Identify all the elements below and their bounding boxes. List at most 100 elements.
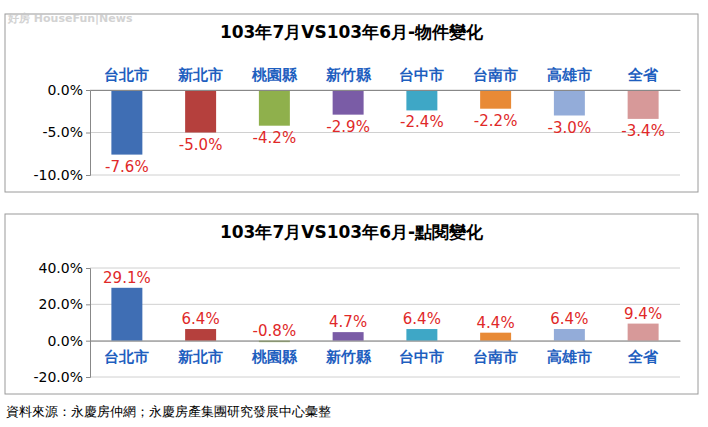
x-tick-label: 台南市 [473, 66, 518, 84]
bars [111, 288, 658, 342]
y-tick-label: 20.0% [39, 296, 83, 312]
data-label: -7.6% [105, 158, 149, 176]
x-tick: 台北市 [104, 66, 149, 84]
grid-line [90, 132, 680, 133]
chart-panel: 103年7月VS103年6月-點閱變化 40.0% 20.0% 0.0% -20.0% 台… [5, 214, 698, 394]
data-labels: 29.1% 6.4% -0.8% 4.7% 6.4% 4.4% 6.4% 9.4% [103, 269, 662, 340]
x-tick-label: 新竹縣 [325, 348, 372, 366]
data-label: -4.2% [253, 129, 297, 147]
panel-frame [5, 14, 698, 192]
y-tick-mark [86, 90, 90, 91]
x-tick-label: 新北市 [177, 66, 223, 84]
x-axis-line [91, 341, 681, 342]
x-tick: 全省 [627, 66, 659, 84]
x-axis: 台北市 新北市 桃園縣 新竹縣 台中市 台南市 高雄市 全省 [91, 66, 681, 91]
bar [333, 332, 364, 341]
x-tick: 高雄市 [547, 66, 592, 84]
data-label: -3.0% [548, 119, 592, 137]
chart-panel: 103年7月VS103年6月-物件變化 0.0% -5.0% -10.0% 台北市 新北市… [5, 14, 698, 192]
grid-line [90, 304, 680, 305]
bar [185, 329, 216, 341]
bar [554, 90, 585, 116]
data-label: 6.4% [182, 310, 220, 328]
y-tick-label: 40.0% [39, 260, 83, 276]
y-tick: 20.0% [39, 296, 90, 312]
bar [628, 90, 659, 119]
bar [628, 324, 659, 341]
grid-line [90, 377, 680, 378]
grid-line [90, 90, 680, 91]
x-axis-line [91, 90, 681, 91]
data-label: -0.8% [253, 322, 297, 340]
grid-line [90, 175, 680, 176]
x-tick: 全省 [627, 348, 659, 366]
watermark: 好房 HouseFun|News [7, 12, 133, 25]
y-axis-line [86, 269, 91, 378]
bar [480, 333, 511, 341]
data-label: 9.4% [624, 305, 662, 323]
y-tick-label: -5.0% [42, 124, 83, 140]
grid [90, 268, 680, 377]
data-label: -2.9% [326, 118, 370, 136]
y-tick-label: 0.0% [47, 333, 83, 349]
data-label: 6.4% [550, 310, 588, 328]
x-tick: 台北市 [104, 348, 149, 366]
bar [259, 90, 290, 126]
data-label: -3.4% [621, 122, 665, 140]
y-tick-mark [86, 304, 90, 305]
x-tick: 新竹縣 [325, 348, 372, 366]
x-tick-label: 高雄市 [547, 66, 592, 84]
y-tick-mark [86, 377, 90, 378]
y-axis: 40.0% 20.0% 0.0% -20.0% [33, 260, 90, 385]
data-label: -2.4% [400, 113, 444, 131]
source-note: 資料來源：永慶房仲網；永慶房產集團研究發展中心彙整 [6, 404, 331, 419]
data-label: 29.1% [103, 269, 151, 287]
x-tick-label: 全省 [627, 348, 659, 366]
x-tick: 桃園縣 [251, 66, 298, 84]
x-tick-label: 新北市 [177, 348, 223, 366]
y-tick-label: -20.0% [33, 369, 83, 385]
x-tick-label: 台南市 [473, 348, 518, 366]
y-axis: 0.0% -5.0% -10.0% [33, 82, 90, 183]
data-label: -2.2% [474, 112, 518, 130]
x-tick: 台中市 [399, 66, 444, 84]
data-label: 4.4% [477, 314, 515, 332]
panel-frame [5, 214, 698, 394]
bar [406, 90, 437, 110]
data-label: -5.0% [179, 136, 223, 154]
x-tick: 新竹縣 [325, 66, 372, 84]
x-tick: 新北市 [177, 348, 223, 366]
bar [333, 90, 364, 115]
y-tick: -20.0% [33, 369, 90, 385]
x-tick-label: 新竹縣 [325, 66, 372, 84]
bars [111, 90, 658, 155]
x-tick-label: 全省 [627, 66, 659, 84]
chart-title: 103年7月VS103年6月-物件變化 [220, 22, 484, 42]
x-tick-label: 桃園縣 [251, 348, 298, 366]
y-tick-mark [86, 341, 90, 342]
x-tick: 台南市 [473, 348, 518, 366]
x-tick: 桃園縣 [251, 348, 298, 366]
bar [480, 90, 511, 109]
x-tick-label: 桃園縣 [251, 66, 298, 84]
y-tick: 0.0% [47, 333, 90, 349]
bar [111, 288, 142, 341]
y-tick: 40.0% [39, 260, 90, 276]
x-tick: 台南市 [473, 66, 518, 84]
bar [185, 90, 216, 133]
y-tick-mark [86, 133, 90, 134]
y-tick: 0.0% [47, 82, 90, 98]
data-label: 6.4% [403, 310, 441, 328]
chart-title: 103年7月VS103年6月-點閱變化 [220, 222, 484, 242]
x-tick: 高雄市 [547, 348, 592, 366]
data-label: 4.7% [329, 313, 367, 331]
x-tick: 台中市 [399, 348, 444, 366]
bar [406, 329, 437, 341]
canvas: 103年7月VS103年6月-物件變化0.0%-5.0%-10.0%台北市新北市… [0, 0, 708, 427]
x-axis: 台北市 新北市 桃園縣 新竹縣 台中市 台南市 高雄市 全省 [91, 341, 681, 366]
x-tick-label: 高雄市 [547, 348, 592, 366]
bar [554, 329, 585, 341]
y-tick: -10.0% [33, 167, 90, 183]
grid-line [90, 340, 680, 341]
y-tick: -5.0% [42, 124, 90, 140]
